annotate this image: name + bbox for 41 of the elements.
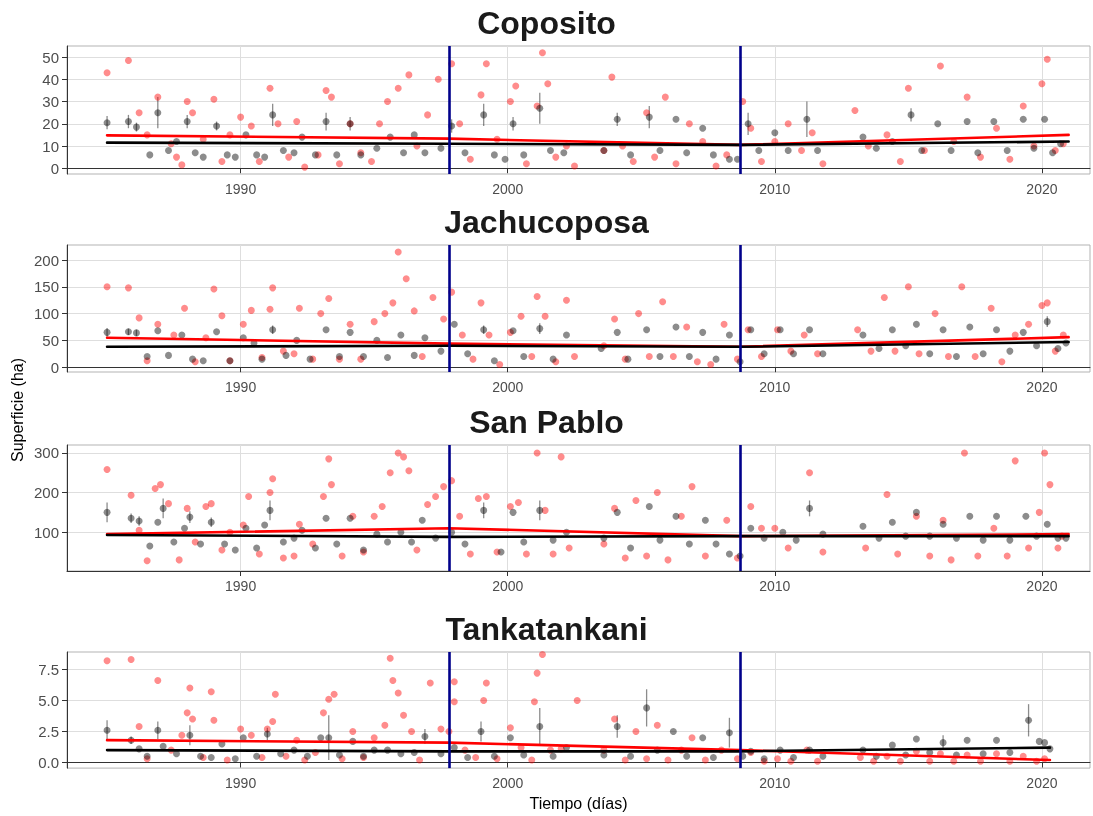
y-tick-label: 100 bbox=[33, 305, 59, 323]
y-tick-label: 5.0 bbox=[38, 691, 59, 709]
y-tick-label: 10 bbox=[42, 137, 59, 155]
x-tick-label: 2020 bbox=[1026, 379, 1058, 395]
y-tick-label: 150 bbox=[33, 278, 59, 296]
y-tick-label: 0 bbox=[50, 159, 59, 177]
y-axis-title: Superficie (ha) bbox=[9, 357, 27, 463]
y-tick-label: 7.5 bbox=[38, 660, 59, 678]
y-tick-label: 50 bbox=[42, 331, 59, 349]
chart-title: Tankatankani bbox=[445, 611, 648, 647]
y-tick-label: 100 bbox=[33, 523, 59, 541]
x-tick-label: 1990 bbox=[225, 379, 257, 395]
x-tick-label: 2020 bbox=[1026, 578, 1058, 594]
x-tick-label: 2020 bbox=[1026, 181, 1058, 197]
x-tick-label: 2020 bbox=[1026, 775, 1058, 792]
y-tick-label: 200 bbox=[33, 251, 59, 269]
y-tick-label: 300 bbox=[33, 444, 59, 462]
chart-title: Jachucoposa bbox=[444, 204, 649, 240]
y-tick-label: 2.5 bbox=[38, 722, 59, 740]
x-tick-label: 1990 bbox=[225, 181, 257, 197]
x-tick-label: 2000 bbox=[492, 379, 524, 395]
y-tick-label: 50 bbox=[42, 48, 59, 66]
y-tick-label: 0.0 bbox=[38, 754, 59, 772]
x-tick-label: 1990 bbox=[225, 578, 257, 594]
x-tick-label: 2010 bbox=[759, 775, 791, 792]
line-series bbox=[105, 738, 1052, 762]
y-tick-label: 30 bbox=[42, 93, 59, 111]
x-axis-title: Tiempo (días) bbox=[529, 794, 628, 812]
y-tick-label: 0 bbox=[50, 358, 59, 376]
x-tick-label: 1990 bbox=[225, 775, 257, 792]
x-tick-label: 2010 bbox=[759, 181, 791, 197]
y-tick-label: 200 bbox=[33, 484, 59, 502]
x-tick-label: 2000 bbox=[492, 181, 524, 197]
x-tick-label: 2000 bbox=[492, 578, 524, 594]
x-tick-label: 2010 bbox=[759, 578, 791, 594]
x-tick-label: 2000 bbox=[492, 775, 524, 792]
x-tick-label: 2010 bbox=[759, 379, 791, 395]
chart-title: San Pablo bbox=[469, 404, 624, 440]
chart-title: Coposito bbox=[477, 5, 616, 41]
y-tick-label: 40 bbox=[42, 70, 59, 88]
y-tick-label: 20 bbox=[42, 115, 59, 133]
